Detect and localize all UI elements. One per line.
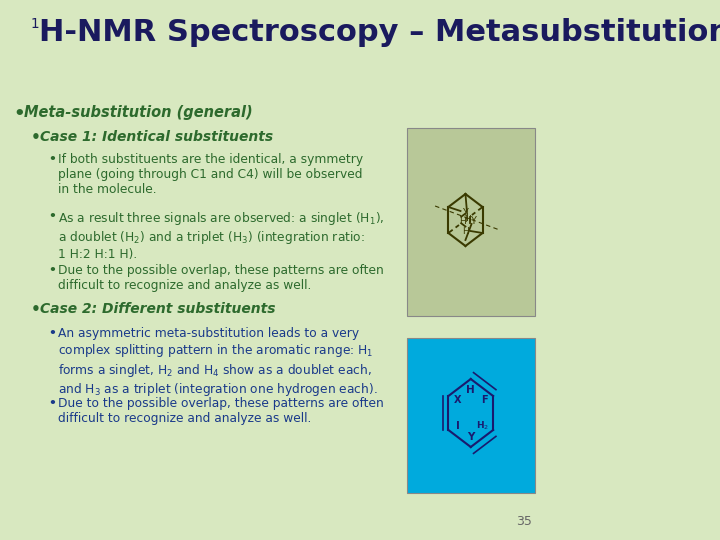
Text: H-NMR Spectroscopy – Metasubstitution: H-NMR Spectroscopy – Metasubstitution xyxy=(40,18,720,47)
Text: •: • xyxy=(30,130,40,145)
Text: $^{1}$: $^{1}$ xyxy=(30,18,40,37)
Text: If both substituents are the identical, a symmetry
plane (going through C1 and C: If both substituents are the identical, … xyxy=(58,153,363,196)
Text: •: • xyxy=(48,210,56,223)
Text: Case 1: Identical substituents: Case 1: Identical substituents xyxy=(40,130,274,144)
Text: H: H xyxy=(459,217,465,226)
Text: Y: Y xyxy=(467,432,474,442)
Text: •: • xyxy=(48,327,56,340)
Text: 35: 35 xyxy=(516,515,531,528)
Text: As a result three signals are observed: a singlet (H$_1$),
a doublet (H$_2$) and: As a result three signals are observed: … xyxy=(58,210,384,261)
FancyBboxPatch shape xyxy=(407,338,534,493)
Text: •: • xyxy=(48,397,56,410)
Text: Meta-substitution (general): Meta-substitution (general) xyxy=(24,105,253,120)
Text: I: I xyxy=(456,421,459,431)
Text: An asymmetric meta-substitution leads to a very
complex splitting pattern in the: An asymmetric meta-substitution leads to… xyxy=(58,327,377,398)
Text: •: • xyxy=(30,302,40,317)
Text: X: X xyxy=(454,395,462,405)
FancyBboxPatch shape xyxy=(407,128,534,316)
Text: H$_2$: H$_2$ xyxy=(476,420,489,432)
Text: Due to the possible overlap, these patterns are often
difficult to recognize and: Due to the possible overlap, these patte… xyxy=(58,264,384,292)
Text: •: • xyxy=(48,264,56,277)
Text: I: I xyxy=(467,213,469,223)
Text: •: • xyxy=(48,153,56,166)
Text: F: F xyxy=(481,395,487,405)
Text: Case 2: Different substituents: Case 2: Different substituents xyxy=(40,302,276,316)
Text: Y: Y xyxy=(462,208,468,218)
Text: H: H xyxy=(467,385,475,395)
Text: •: • xyxy=(14,105,25,123)
Text: H: H xyxy=(464,214,471,224)
Text: H: H xyxy=(462,226,469,235)
Text: Y: Y xyxy=(470,216,476,226)
Text: Due to the possible overlap, these patterns are often
difficult to recognize and: Due to the possible overlap, these patte… xyxy=(58,397,384,425)
